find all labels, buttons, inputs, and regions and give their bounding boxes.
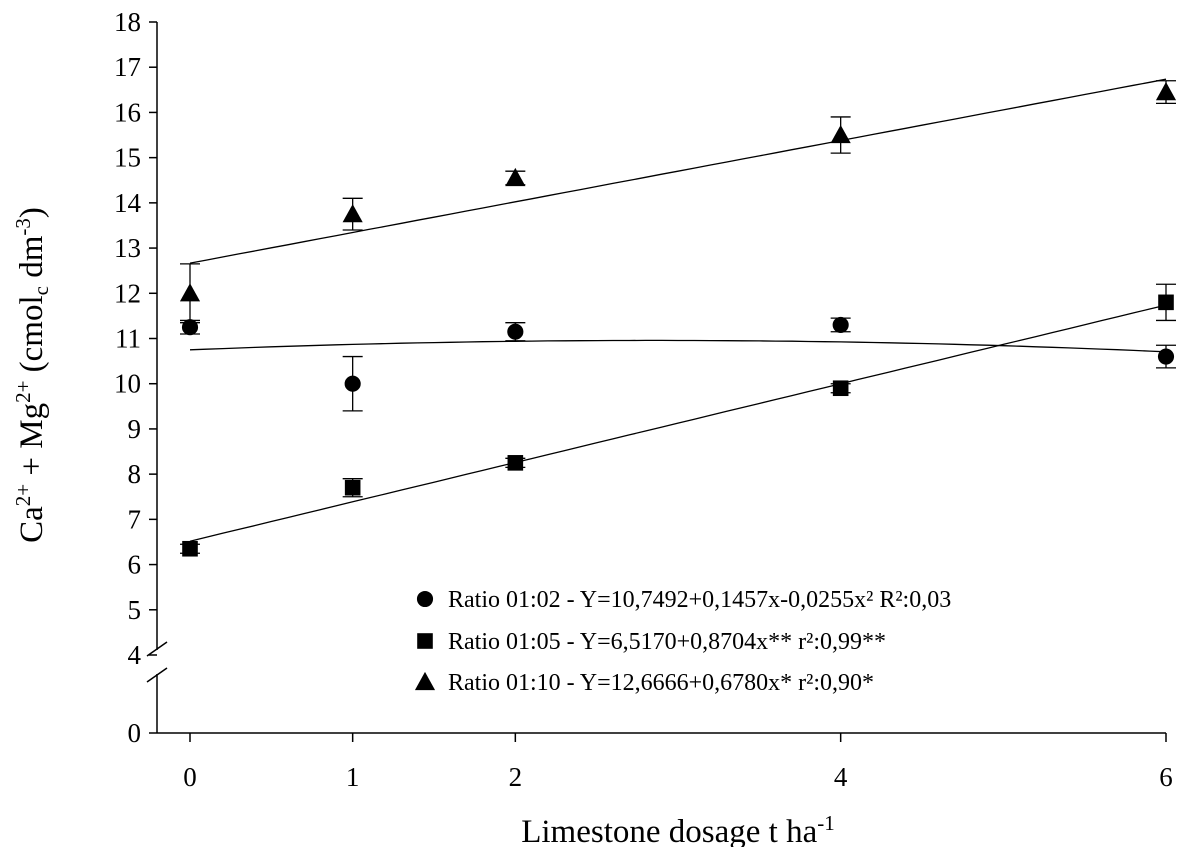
marker-triangle (1155, 82, 1177, 101)
y-tick-label: 12 (114, 278, 141, 308)
y-axis-break-mark (146, 641, 168, 657)
y-tick-label: 10 (114, 369, 141, 399)
axis-title-part: Ca (14, 506, 50, 543)
marker-triangle (505, 167, 526, 187)
y-tick-label: 11 (115, 324, 141, 354)
marker-triangle (179, 283, 201, 302)
data-markers (179, 80, 1177, 557)
x-tick-label: 6 (1159, 762, 1173, 792)
marker-circle (507, 323, 524, 340)
x-tick-label: 2 (509, 762, 523, 792)
axis-title-part: ) (14, 207, 50, 218)
marker-square (182, 540, 198, 557)
marker-circle (416, 590, 434, 608)
axis-title-part: 2+ (11, 484, 35, 506)
marker-triangle (414, 671, 436, 691)
axis-title-part: -3 (11, 218, 35, 236)
axis-title-part: (cmol (14, 295, 50, 380)
y-tick-label: 6 (128, 550, 142, 580)
marker-square (832, 380, 849, 397)
axis-title-part: + Mg (14, 403, 50, 484)
y-tick-label: 18 (114, 7, 141, 37)
axes (146, 22, 1166, 734)
y-tick-label: 8 (128, 459, 142, 489)
axis-title-part: 2+ (11, 381, 35, 403)
y-tick-label: 14 (114, 188, 142, 218)
y-axis-title: Ca2+ + Mg2+ (cmolc dm-3) (11, 207, 53, 543)
y-tick-label: 13 (114, 233, 141, 263)
y-tick-label: 0 (128, 718, 142, 748)
marker-square (1158, 294, 1174, 311)
marker-square (344, 479, 361, 496)
marker-triangle (830, 124, 851, 144)
y-tick-label: 16 (114, 97, 141, 127)
axis-title-part: Limestone dosage t ha (521, 814, 817, 847)
marker-circle (1157, 348, 1175, 365)
fit-line (189, 339, 1167, 353)
x-axis-title: Limestone dosage t ha-1 (521, 811, 835, 847)
axis-title-part: c (29, 286, 53, 295)
y-tick-label: 4 (128, 640, 142, 670)
legend-entry-label: Ratio 01:10 - Y=12,6666+0,6780x* r²:0,90… (448, 670, 874, 696)
marker-square (507, 455, 524, 471)
marker-circle (344, 375, 361, 392)
y-tick-label: 7 (128, 504, 142, 534)
legend-entry-label: Ratio 01:02 - Y=10,7492+0,1457x-0,0255x²… (448, 587, 951, 613)
x-tick-label: 1 (346, 762, 360, 792)
fit-line (189, 304, 1167, 542)
fit-lines (189, 78, 1167, 542)
x-tick-label: 0 (183, 762, 197, 792)
legend: Ratio 01:02 - Y=10,7492+0,1457x-0,0255x²… (414, 587, 951, 696)
x-tick-label: 4 (834, 762, 848, 792)
axis-title-part: -1 (817, 811, 835, 835)
y-tick-label: 17 (114, 52, 141, 82)
y-tick-label: 5 (128, 595, 142, 625)
marker-square (417, 633, 433, 649)
y-tick-label: 9 (128, 414, 142, 444)
legend-entry-label: Ratio 01:05 - Y=6,5170+0,8704x** r²:0,99… (448, 629, 886, 655)
marker-circle (832, 316, 849, 333)
marker-triangle (342, 204, 363, 223)
y-axis-break-mark (146, 667, 168, 683)
fit-line (189, 78, 1167, 264)
axis-title-part: dm (14, 235, 50, 286)
y-tick-label: 15 (114, 143, 141, 173)
